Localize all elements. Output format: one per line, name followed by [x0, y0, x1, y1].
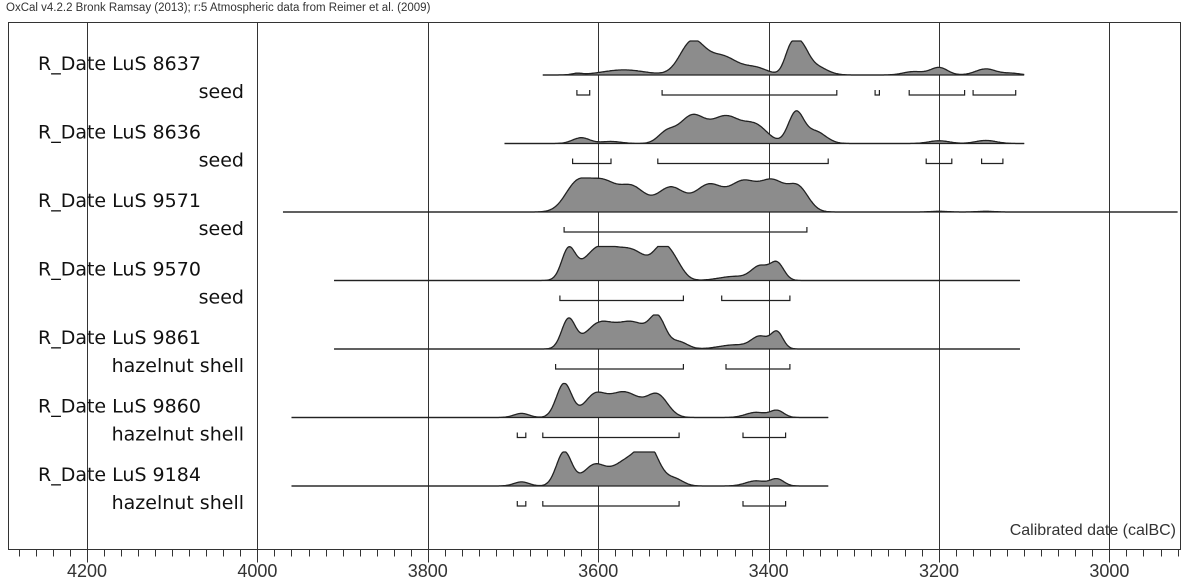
range-bracket	[542, 432, 680, 439]
density-outline	[504, 110, 1025, 145]
sample-material: seed	[199, 150, 244, 172]
distribution-2	[504, 110, 1025, 165]
range-bracket	[742, 501, 787, 507]
range-bracket	[925, 158, 953, 165]
distribution-3	[282, 177, 1178, 233]
range-bracket	[559, 295, 684, 302]
tick-label-3800: 3800	[408, 561, 448, 580]
range-bracket	[563, 227, 808, 233]
range-bracket	[542, 501, 680, 507]
range-bracket	[661, 90, 838, 96]
tick-label-4000: 4000	[237, 561, 277, 580]
range-bracket	[874, 90, 880, 96]
sample-name: R_Date LuS 8636	[38, 122, 201, 144]
tick-label-4200: 4200	[67, 561, 107, 580]
sample-material: hazelnut shell	[112, 424, 244, 446]
density-fill	[291, 452, 829, 486]
range-bracket	[721, 295, 791, 302]
tick-label-3200: 3200	[919, 561, 959, 580]
range-bracket	[742, 432, 787, 439]
distribution-5	[334, 314, 1020, 370]
sample-material: hazelnut shell	[112, 492, 244, 514]
density-fill	[283, 178, 1178, 212]
range-bracket	[555, 364, 684, 370]
x-axis-title: Calibrated date (calBC)	[1010, 522, 1176, 539]
sample-name: R_Date LuS 9184	[38, 464, 201, 486]
density-fill	[334, 246, 1020, 281]
sample-material: seed	[199, 81, 244, 103]
grid-lines	[87, 22, 1110, 550]
range-bracket	[908, 90, 966, 96]
sample-labels: R_Date LuS 8637 seed R_Date LuS 8636 seed R_…	[38, 53, 244, 514]
range-bracket	[725, 364, 791, 370]
tick-label-3400: 3400	[749, 561, 789, 580]
tick-label-3600: 3600	[578, 561, 618, 580]
sample-name: R_Date LuS 9861	[38, 327, 201, 349]
density-fill	[334, 315, 1020, 349]
distribution-4	[334, 245, 1020, 302]
distribution-1	[542, 40, 1025, 96]
distributions	[282, 40, 1178, 507]
range-bracket	[981, 158, 1004, 165]
sample-name: R_Date LuS 9860	[38, 396, 201, 418]
density-fill	[504, 110, 1025, 144]
sample-material: hazelnut shell	[112, 355, 244, 377]
sample-name: R_Date LuS 8637	[38, 53, 201, 75]
sample-material: seed	[199, 287, 244, 309]
sample-material: seed	[199, 218, 244, 240]
range-bracket	[516, 501, 527, 507]
tick-label-3000: 3000	[1089, 561, 1129, 580]
range-bracket	[572, 158, 612, 165]
oxcal-header: OxCal v4.2.2 Bronk Ramsay (2013); r:5 At…	[6, 2, 431, 14]
sample-name: R_Date LuS 9570	[38, 259, 201, 281]
range-bracket	[972, 90, 1017, 96]
range-bracket	[576, 90, 591, 96]
distribution-7	[291, 451, 829, 507]
density-outline	[542, 40, 1025, 76]
range-bracket	[657, 158, 829, 165]
density-fill	[291, 383, 829, 418]
range-bracket	[516, 432, 527, 439]
sample-name: R_Date LuS 9571	[38, 190, 201, 212]
distribution-6	[291, 382, 829, 439]
x-axis: 4200 4000 3800 3600 3400 3200 3000	[19, 549, 1179, 580]
plot-frame	[8, 22, 1181, 550]
